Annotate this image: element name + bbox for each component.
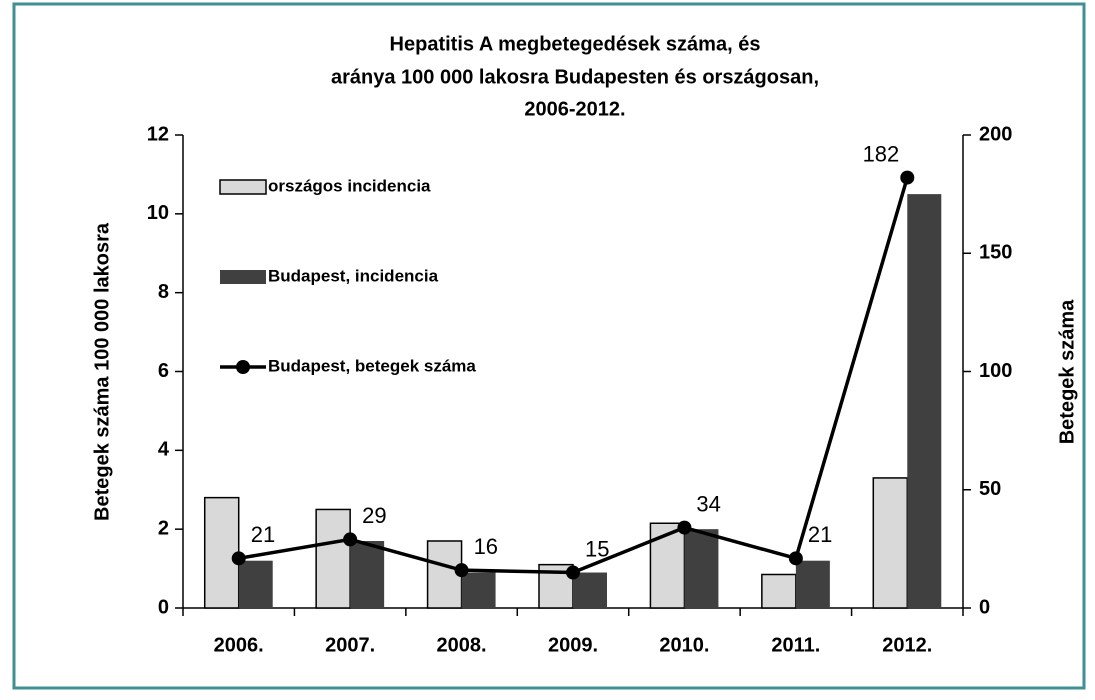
bar — [350, 540, 385, 608]
bar — [461, 572, 496, 608]
data-label: 21 — [251, 522, 275, 547]
marker — [343, 532, 358, 547]
y2-axis-label: Betegek száma — [1056, 299, 1078, 444]
y-tick-label: 0 — [158, 596, 169, 618]
marker — [566, 565, 580, 580]
marker — [454, 563, 469, 578]
y-tick-label: 2 — [158, 517, 169, 539]
bar — [872, 477, 909, 609]
x-tick-label: 2008. — [437, 634, 487, 656]
data-label: 15 — [585, 536, 609, 561]
y-axis-label: Betegek száma 100 000 lakosra — [91, 222, 113, 521]
data-label: 34 — [696, 491, 720, 516]
x-tick-label: 2011. — [771, 634, 820, 656]
legend-marker — [236, 360, 250, 374]
y-tick-label: 10 — [147, 202, 169, 224]
legend-label: Budapest, incidencia — [268, 266, 439, 285]
bar — [203, 496, 240, 609]
y-tick-label: 8 — [158, 281, 169, 303]
legend-label: Budapest, betegek száma — [268, 356, 476, 375]
y2-tick-label: 50 — [979, 478, 1001, 500]
data-label: 182 — [863, 141, 900, 166]
legend-label: országos incidencia — [268, 176, 431, 195]
bar — [907, 194, 942, 608]
y2-tick-label: 100 — [979, 360, 1012, 382]
x-tick-label: 2012. — [882, 634, 932, 656]
bar — [573, 572, 607, 608]
bar — [238, 560, 273, 608]
y-tick-label: 4 — [158, 439, 170, 461]
marker — [788, 551, 803, 566]
y2-tick-label: 0 — [979, 596, 990, 618]
x-tick-label: 2007. — [325, 634, 375, 656]
marker — [231, 551, 246, 566]
y-tick-label: 12 — [147, 123, 169, 145]
data-label: 16 — [474, 534, 498, 559]
x-tick-label: 2010. — [659, 634, 709, 656]
bar — [761, 573, 797, 609]
bar — [426, 540, 463, 609]
data-label: 29 — [362, 503, 386, 528]
y-tick-label: 6 — [158, 360, 169, 382]
bar — [315, 508, 351, 609]
chart-title: Hepatitis A megbetegedések száma, és — [390, 33, 761, 55]
legend-swatch — [219, 179, 267, 195]
y2-tick-label: 150 — [979, 242, 1012, 264]
marker — [900, 170, 915, 185]
chart-title: 2006-2012. — [524, 98, 625, 120]
x-tick-label: 2009. — [548, 634, 598, 656]
x-tick-label: 2006. — [214, 634, 264, 656]
legend-swatch — [220, 270, 266, 284]
data-label: 21 — [808, 522, 832, 547]
bar — [684, 529, 719, 608]
chart-title: aránya 100 000 lakosra Budapesten és ors… — [331, 66, 819, 88]
y2-tick-label: 200 — [979, 123, 1012, 145]
bar — [795, 560, 830, 608]
marker — [677, 520, 692, 535]
